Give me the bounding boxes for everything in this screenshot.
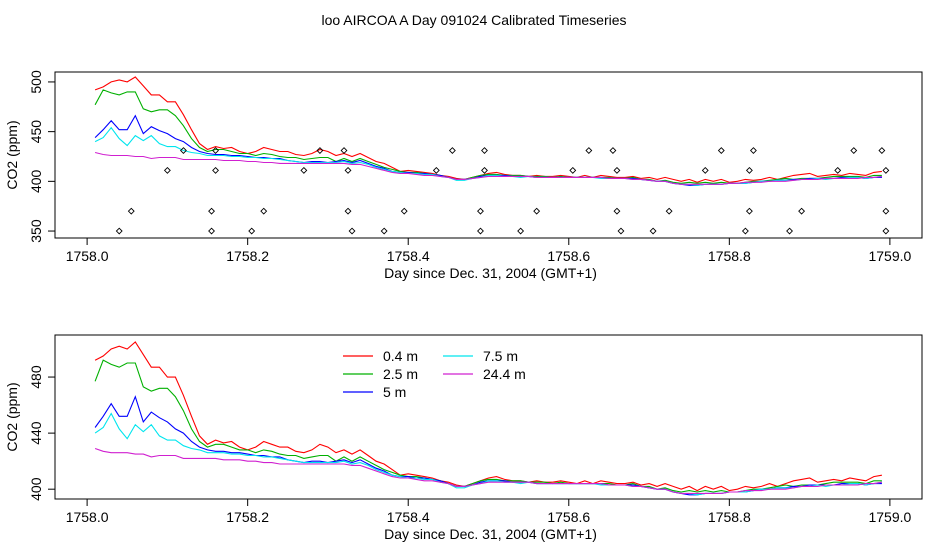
x-tick-label: 1758.2 xyxy=(226,248,269,264)
flag-marker xyxy=(344,207,352,215)
flag-marker xyxy=(316,147,324,154)
x-tick-label: 1759.0 xyxy=(868,248,911,264)
flag-marker xyxy=(878,147,886,154)
series-line xyxy=(94,341,882,492)
flag-marker xyxy=(665,207,673,215)
y-tick-label: 440 xyxy=(28,421,44,445)
flag-marker xyxy=(340,147,348,154)
x-tick-label: 1759.0 xyxy=(868,509,911,525)
flag-marker xyxy=(786,227,793,235)
x-axis-label: Day since Dec. 31, 2004 (GMT+1) xyxy=(384,526,597,542)
flag-marker xyxy=(400,207,408,215)
flag-marker xyxy=(212,147,219,154)
flag-marker xyxy=(882,166,890,174)
legend-label: 2.5 m xyxy=(383,366,418,382)
flag-marker xyxy=(850,147,858,154)
plot-frame xyxy=(54,71,923,239)
x-tick-label: 1758.6 xyxy=(547,248,590,264)
x-tick-label: 1758.4 xyxy=(387,509,430,525)
flag-marker xyxy=(248,227,256,235)
flag-marker xyxy=(585,147,593,154)
flag-marker xyxy=(717,147,725,154)
legend-label: 0.4 m xyxy=(383,348,418,364)
x-tick-label: 1758.8 xyxy=(708,509,751,525)
x-tick-label: 1758.6 xyxy=(547,509,590,525)
flag-marker xyxy=(649,227,657,235)
flag-marker xyxy=(477,227,484,235)
flag-marker xyxy=(163,166,171,174)
y-tick-label: 450 xyxy=(28,120,44,144)
flag-marker xyxy=(432,166,440,174)
x-tick-label: 1758.8 xyxy=(708,248,751,264)
x-tick-label: 1758.2 xyxy=(226,509,269,525)
flag-marker xyxy=(127,207,135,215)
flag-marker xyxy=(569,166,577,174)
flag-marker xyxy=(745,166,753,174)
flag-marker xyxy=(380,227,388,235)
flag-marker xyxy=(882,207,890,215)
flag-marker xyxy=(701,166,709,174)
top-panel: 1758.0 1758.2 1758.4 1758.6 1758.8 1759.0 350 4… xyxy=(4,70,923,281)
y-tick-label: 400 xyxy=(28,477,44,501)
flag-marker xyxy=(617,227,625,235)
flag-marker xyxy=(882,227,890,235)
flag-marker xyxy=(212,166,219,174)
flag-marker xyxy=(613,166,621,174)
flag-marker xyxy=(180,147,187,154)
flag-marker xyxy=(613,207,621,215)
series-line xyxy=(94,447,882,494)
flag-marker xyxy=(260,207,268,215)
flag-marker xyxy=(745,207,753,215)
flag-marker xyxy=(609,147,617,154)
flag-marker xyxy=(749,147,757,154)
flag-marker xyxy=(741,227,749,235)
legend-label: 7.5 m xyxy=(483,348,518,364)
flag-marker xyxy=(300,166,308,174)
series-line xyxy=(94,395,882,496)
flag-marker xyxy=(517,227,525,235)
y-tick-label: 400 xyxy=(28,169,44,193)
flag-marker xyxy=(533,207,541,215)
legend-label: 24.4 m xyxy=(483,366,526,382)
y-tick-label: 350 xyxy=(28,219,44,243)
x-tick-label: 1758.0 xyxy=(66,248,109,264)
y-axis-label: CO2 (ppm) xyxy=(4,120,20,189)
x-tick-label: 1758.0 xyxy=(66,509,109,525)
series-line xyxy=(94,76,882,183)
y-tick-label: 500 xyxy=(28,70,44,94)
flag-marker xyxy=(834,166,842,174)
flag-marker xyxy=(348,227,356,235)
legend-label: 5 m xyxy=(383,384,406,400)
flag-marker xyxy=(208,207,215,215)
flag-marker xyxy=(344,166,352,174)
series-line xyxy=(94,359,882,493)
plot-frame xyxy=(54,334,923,500)
figure-title: loo AIRCOA A Day 091024 Calibrated Times… xyxy=(321,12,626,28)
flag-marker xyxy=(798,207,806,215)
series-line xyxy=(94,89,882,184)
flag-marker xyxy=(481,166,488,174)
flag-marker xyxy=(448,147,456,154)
flag-marker xyxy=(115,227,123,235)
flag-marker xyxy=(477,207,484,215)
flag-marker xyxy=(208,227,215,235)
bottom-panel: 1758.0 1758.2 1758.4 1758.6 1758.8 1759.0 400 4… xyxy=(4,334,923,542)
x-tick-label: 1758.4 xyxy=(387,248,430,264)
y-tick-label: 480 xyxy=(28,365,44,389)
series-line xyxy=(94,151,882,185)
y-axis-label: CO2 (ppm) xyxy=(4,382,20,451)
x-axis-label: Day since Dec. 31, 2004 (GMT+1) xyxy=(384,265,597,281)
flag-marker xyxy=(481,147,488,154)
